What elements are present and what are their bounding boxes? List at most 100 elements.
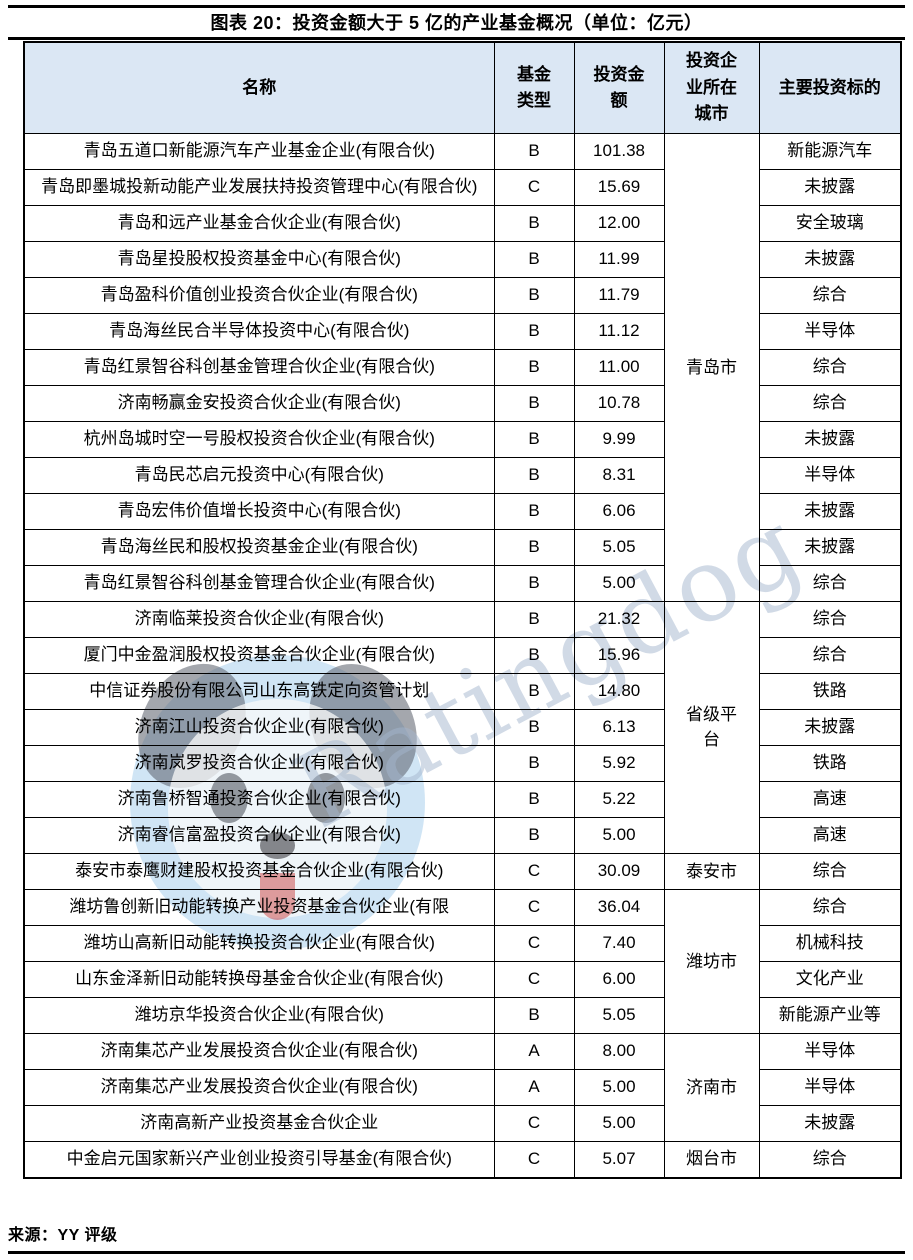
- column-header: 投资金额: [573, 41, 665, 134]
- fund-name-cell: 青岛星投股权投资基金中心(有限合伙): [23, 241, 495, 278]
- fund-name-cell: 青岛即墨城投新动能产业发展扶持投资管理中心(有限合伙): [23, 169, 495, 206]
- table-header-row: 名称 基金类型 投资金额 投资企业所在城市 主要投资标的: [23, 41, 902, 134]
- column-header: 名称: [23, 41, 495, 134]
- investment-target-cell: 综合: [758, 565, 902, 602]
- table-row: 济南畅赢金安投资合伙企业(有限合伙) B 10.78 综合: [23, 385, 902, 422]
- investment-target-cell: 半导体: [758, 1033, 902, 1070]
- investment-target-cell: 未披露: [758, 421, 902, 458]
- title-divider: [8, 37, 905, 40]
- fund-name-cell: 济南临莱投资合伙企业(有限合伙): [23, 601, 495, 638]
- investment-target-cell: 半导体: [758, 457, 902, 494]
- table-row: 济南集芯产业发展投资合伙企业(有限合伙) A 8.00 济南市 半导体: [23, 1033, 902, 1142]
- table-row: 青岛海丝民合半导体投资中心(有限合伙) B 11.12 半导体: [23, 313, 902, 350]
- source-note: 来源：YY 评级: [8, 1227, 118, 1244]
- investment-amount-cell: 10.78: [573, 385, 665, 422]
- fund-type-cell: B: [493, 709, 575, 746]
- top-divider: [8, 5, 905, 8]
- fund-name-cell: 青岛五道口新能源汽车产业基金企业(有限合伙): [23, 133, 495, 170]
- fund-name-cell: 济南岚罗投资合伙企业(有限合伙): [23, 745, 495, 782]
- investment-target-cell: 半导体: [758, 1069, 902, 1106]
- investment-amount-cell: 30.09: [573, 853, 665, 890]
- fund-type-cell: B: [493, 673, 575, 710]
- fund-type-cell: B: [493, 817, 575, 854]
- fund-type-cell: C: [493, 853, 575, 890]
- fund-type-cell: B: [493, 529, 575, 566]
- investment-target-cell: 未披露: [758, 1105, 902, 1142]
- fund-type-cell: C: [493, 961, 575, 998]
- investment-amount-cell: 15.96: [573, 637, 665, 674]
- investment-target-cell: 综合: [758, 1141, 902, 1178]
- investment-amount-cell: 5.00: [573, 817, 665, 854]
- fund-table: 名称 基金类型 投资金额 投资企业所在城市 主要投资标的 青岛五道口新能源汽车产业基金企…: [23, 41, 902, 1179]
- fund-type-cell: B: [493, 565, 575, 602]
- investment-amount-cell: 11.00: [573, 349, 665, 386]
- table-row: 青岛盈科价值创业投资合伙企业(有限合伙) B 11.79 综合: [23, 277, 902, 314]
- investment-target-cell: 机械科技: [758, 925, 902, 962]
- fund-name-cell: 济南江山投资合伙企业(有限合伙): [23, 709, 495, 746]
- fund-type-cell: B: [493, 781, 575, 818]
- table-row: 青岛民芯启元投资中心(有限合伙) B 8.31 半导体: [23, 457, 902, 494]
- fund-name-cell: 济南集芯产业发展投资合伙企业(有限合伙): [23, 1069, 495, 1106]
- fund-name-cell: 济南集芯产业发展投资合伙企业(有限合伙): [23, 1033, 495, 1070]
- fund-name-cell: 厦门中金盈润股权投资基金合伙企业(有限合伙): [23, 637, 495, 674]
- fund-type-cell: B: [493, 601, 575, 638]
- investment-amount-cell: 11.79: [573, 277, 665, 314]
- investment-amount-cell: 6.13: [573, 709, 665, 746]
- table-row: 中金启元国家新兴产业创业投资引导基金(有限合伙) C 5.07 烟台市 综合: [23, 1141, 902, 1178]
- fund-name-cell: 山东金泽新旧动能转换母基金合伙企业(有限合伙): [23, 961, 495, 998]
- investment-amount-cell: 7.40: [573, 925, 665, 962]
- table-row: 泰安市泰鹰财建股权投资基金合伙企业(有限合伙) C 30.09 泰安市 综合: [23, 853, 902, 890]
- fund-name-cell: 泰安市泰鹰财建股权投资基金合伙企业(有限合伙): [23, 853, 495, 890]
- fund-name-cell: 青岛盈科价值创业投资合伙企业(有限合伙): [23, 277, 495, 314]
- bottom-divider: [8, 1251, 905, 1254]
- table-row: 中信证券股份有限公司山东高铁定向资管计划 B 14.80 铁路: [23, 673, 902, 710]
- investment-target-cell: 高速: [758, 781, 902, 818]
- investment-target-cell: 新能源产业等: [758, 997, 902, 1034]
- fund-name-cell: 济南鲁桥智通投资合伙企业(有限合伙): [23, 781, 495, 818]
- fund-type-cell: B: [493, 421, 575, 458]
- table-row: 济南临莱投资合伙企业(有限合伙) B 21.32 省级平台 综合: [23, 601, 902, 854]
- table-row: 济南鲁桥智通投资合伙企业(有限合伙) B 5.22 高速: [23, 781, 902, 818]
- table-row: 青岛海丝民和股权投资基金企业(有限合伙) B 5.05 未披露: [23, 529, 902, 566]
- investment-amount-cell: 15.69: [573, 169, 665, 206]
- table-row: 济南江山投资合伙企业(有限合伙) B 6.13 未披露: [23, 709, 902, 746]
- column-header: 投资企业所在城市: [663, 41, 760, 134]
- investment-target-cell: 半导体: [758, 313, 902, 350]
- city-cell: 济南市: [663, 1033, 760, 1142]
- figure-title: 图表 20：投资金额大于 5 亿的产业基金概况（单位：亿元）: [210, 13, 703, 33]
- table-row: 济南睿信富盈投资合伙企业(有限合伙) B 5.00 高速: [23, 817, 902, 854]
- fund-name-cell: 潍坊京华投资合伙企业(有限合伙): [23, 997, 495, 1034]
- table-row: 青岛红景智谷科创基金管理合伙企业(有限合伙) B 11.00 综合: [23, 349, 902, 386]
- table-row: 青岛即墨城投新动能产业发展扶持投资管理中心(有限合伙) C 15.69 未披露: [23, 169, 902, 206]
- fund-name-cell: 济南高新产业投资基金合伙企业: [23, 1105, 495, 1142]
- fund-type-cell: B: [493, 241, 575, 278]
- investment-target-cell: 未披露: [758, 241, 902, 278]
- fund-name-cell: 中信证券股份有限公司山东高铁定向资管计划: [23, 673, 495, 710]
- fund-type-cell: B: [493, 133, 575, 170]
- table-row: 山东金泽新旧动能转换母基金合伙企业(有限合伙) C 6.00 文化产业: [23, 961, 902, 998]
- investment-target-cell: 综合: [758, 385, 902, 422]
- fund-type-cell: B: [493, 997, 575, 1034]
- investment-target-cell: 铁路: [758, 673, 902, 710]
- investment-target-cell: 未披露: [758, 169, 902, 206]
- investment-amount-cell: 5.05: [573, 997, 665, 1034]
- city-cell: 泰安市: [663, 853, 760, 890]
- fund-name-cell: 济南睿信富盈投资合伙企业(有限合伙): [23, 817, 495, 854]
- city-cell: 潍坊市: [663, 889, 760, 1034]
- investment-target-cell: 铁路: [758, 745, 902, 782]
- investment-amount-cell: 5.00: [573, 1105, 665, 1142]
- fund-type-cell: A: [493, 1069, 575, 1106]
- investment-amount-cell: 5.92: [573, 745, 665, 782]
- investment-amount-cell: 5.05: [573, 529, 665, 566]
- investment-amount-cell: 5.00: [573, 565, 665, 602]
- fund-type-cell: B: [493, 313, 575, 350]
- fund-name-cell: 潍坊鲁创新旧动能转换产业投资基金合伙企业(有限: [23, 889, 495, 926]
- investment-target-cell: 综合: [758, 601, 902, 638]
- investment-target-cell: 综合: [758, 637, 902, 674]
- table-row: 青岛五道口新能源汽车产业基金企业(有限合伙) B 101.38 青岛市 新能源汽车: [23, 133, 902, 602]
- investment-target-cell: 未披露: [758, 709, 902, 746]
- investment-target-cell: 综合: [758, 349, 902, 386]
- table-row: 潍坊京华投资合伙企业(有限合伙) B 5.05 新能源产业等: [23, 997, 902, 1034]
- fund-name-cell: 青岛海丝民合半导体投资中心(有限合伙): [23, 313, 495, 350]
- investment-amount-cell: 8.00: [573, 1033, 665, 1070]
